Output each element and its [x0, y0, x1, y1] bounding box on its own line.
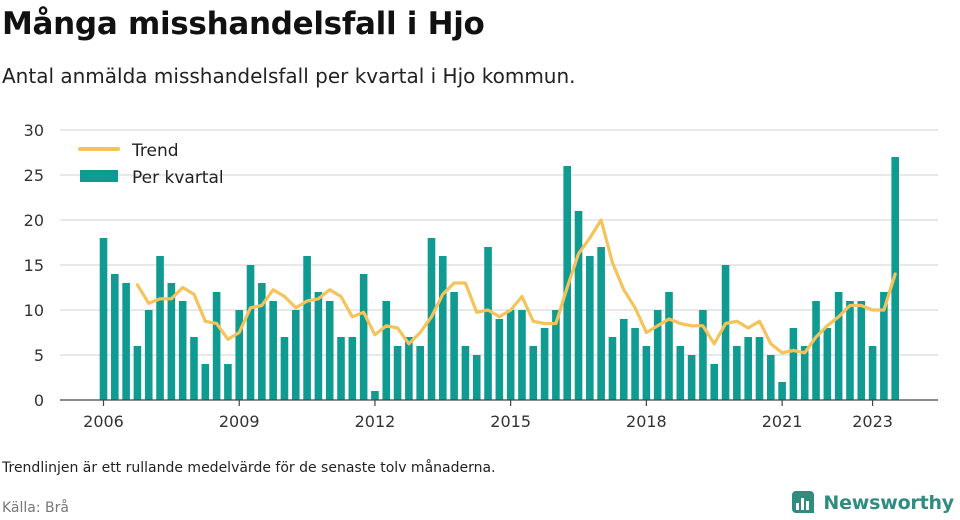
newsworthy-logo-icon [792, 491, 815, 513]
bar [111, 274, 119, 400]
bar [834, 292, 843, 400]
bar [755, 337, 764, 400]
bar [676, 346, 685, 400]
chart-title: Många misshandelsfall i Hjo [2, 6, 485, 42]
bar [687, 355, 696, 400]
trend-series [135, 218, 897, 355]
bar [99, 238, 108, 400]
bar [416, 346, 424, 400]
bar [246, 265, 255, 400]
footnote: Trendlinjen är ett rullande medelvärde f… [2, 460, 496, 476]
chart-subtitle: Antal anmälda misshandelsfall per kvarta… [2, 64, 576, 88]
y-tick-label: 10 [24, 301, 44, 320]
bar [812, 301, 820, 400]
bar [224, 364, 232, 400]
bar [450, 292, 458, 400]
legend-bar-swatch [80, 170, 118, 182]
bar [269, 301, 277, 400]
bar [133, 346, 142, 400]
brand-logo: Newsworthy [791, 490, 954, 516]
bar [631, 328, 639, 400]
bar [156, 256, 164, 400]
source-label: Källa: Brå [2, 500, 69, 516]
bar [178, 301, 187, 400]
bar [484, 247, 492, 400]
bar [212, 292, 221, 400]
bar [721, 265, 730, 400]
bar [586, 256, 594, 400]
bar [337, 337, 345, 400]
bar [823, 328, 832, 400]
bar [710, 364, 719, 400]
bar [258, 283, 266, 400]
x-tick-label: 2009 [219, 412, 260, 431]
bar [371, 391, 379, 400]
bar [280, 337, 289, 400]
bar [348, 337, 357, 400]
bar [405, 337, 413, 400]
bar [235, 310, 244, 400]
bar [382, 301, 391, 400]
x-tick-label: 2006 [83, 412, 124, 431]
bar [733, 346, 741, 400]
bar [314, 292, 323, 400]
bar [857, 301, 866, 400]
y-tick-label: 0 [34, 391, 44, 410]
y-tick-label: 25 [24, 166, 44, 185]
bar [167, 283, 176, 400]
x-tick-label: 2021 [762, 412, 803, 431]
bar [608, 337, 617, 400]
x-tick-label: 2015 [490, 412, 531, 431]
bar [359, 274, 368, 400]
y-tick-label: 20 [24, 211, 44, 230]
bar [325, 301, 334, 400]
bar [506, 310, 515, 400]
legend-trend-label: Trend [131, 141, 179, 161]
bar [653, 310, 662, 400]
bar [597, 247, 605, 400]
x-axis: 2006 2009 2012 2015 2018 2021 2023 [60, 399, 938, 431]
y-tick-label: 30 [24, 121, 44, 140]
bar [642, 346, 651, 400]
bar [461, 346, 470, 400]
brand-name: Newsworthy [823, 492, 954, 514]
legend: Trend Per kvartal [78, 141, 224, 188]
bar [699, 310, 707, 400]
x-tick-label: 2012 [355, 412, 396, 431]
bar [529, 346, 538, 400]
bar [880, 292, 888, 400]
bar [552, 310, 560, 400]
bar [619, 319, 628, 400]
bar [518, 310, 526, 400]
bar [540, 328, 549, 400]
bar [144, 310, 153, 400]
bar [744, 337, 752, 400]
legend-bar-label: Per kvartal [132, 168, 224, 188]
bar-series [99, 157, 899, 400]
bar [766, 355, 775, 400]
y-tick-label: 5 [34, 346, 44, 365]
trend-line [135, 218, 897, 355]
bar [800, 346, 809, 400]
bar [665, 292, 673, 400]
bar [122, 283, 130, 400]
bar [574, 211, 583, 400]
bar [393, 346, 402, 400]
x-tick-label: 2023 [852, 412, 893, 431]
y-axis: 0 5 10 15 20 25 30 [24, 121, 44, 410]
bar [495, 319, 504, 400]
bar [190, 337, 198, 400]
bar [789, 328, 798, 400]
bar [291, 310, 300, 400]
bar [868, 346, 877, 400]
y-tick-label: 15 [24, 256, 44, 275]
bar [846, 301, 854, 400]
bar [303, 256, 311, 400]
bar [472, 355, 481, 400]
bar [439, 256, 447, 400]
bar [778, 382, 786, 400]
chart-area: 0 5 10 15 20 25 30 2006 2009 2012 2015 2018 2021 202… [24, 121, 938, 431]
x-tick-label: 2018 [626, 412, 667, 431]
bar [201, 364, 210, 400]
